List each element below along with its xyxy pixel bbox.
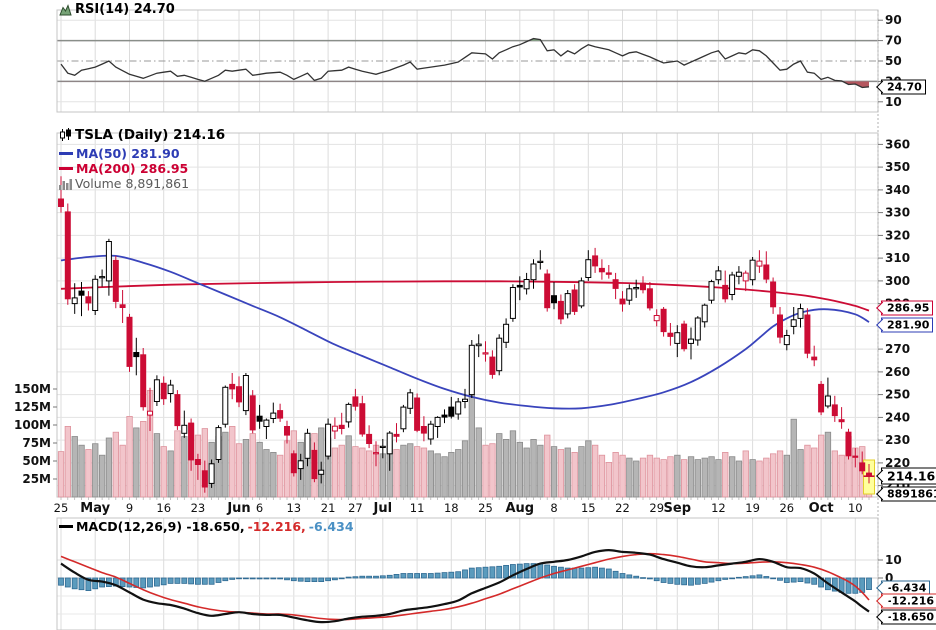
volume-label: Volume 8,891,861	[75, 176, 190, 191]
svg-text:9: 9	[126, 501, 133, 515]
last-price-tag: 214.16	[881, 467, 936, 485]
svg-text:23: 23	[191, 501, 206, 515]
svg-text:150M: 150M	[14, 382, 51, 396]
ma50-label: MA(50) 281.90	[76, 146, 180, 161]
ma50-value-tag: 281.90	[881, 317, 934, 333]
symbol-title: TSLA (Daily) 214.16	[75, 127, 226, 143]
svg-text:10: 10	[885, 553, 902, 567]
svg-text:15: 15	[581, 501, 596, 515]
rsi-value-tag: 24.70	[881, 79, 926, 95]
rsi-indicator-icon	[59, 4, 72, 16]
ma200-value-tag: 286.95	[881, 300, 934, 316]
svg-text:220: 220	[885, 456, 910, 470]
svg-text:10: 10	[885, 95, 902, 109]
svg-text:320: 320	[885, 228, 910, 242]
svg-text:Jun: Jun	[226, 501, 250, 516]
svg-text:270: 270	[885, 342, 910, 356]
svg-text:75M: 75M	[22, 436, 51, 450]
svg-text:6: 6	[256, 501, 263, 515]
macd-line-tag: -18.650	[881, 609, 936, 625]
macd-swatch	[59, 525, 73, 528]
macd-signal-label: -12.216,	[247, 519, 306, 534]
macd-hist-tag: -6.434	[881, 580, 931, 596]
svg-text:50M: 50M	[22, 454, 51, 468]
svg-text:125M: 125M	[14, 400, 51, 414]
svg-text:19: 19	[745, 501, 760, 515]
svg-text:Sep: Sep	[664, 501, 692, 516]
svg-text:Oct: Oct	[809, 501, 834, 516]
svg-text:25: 25	[54, 501, 69, 515]
svg-text:Jul: Jul	[373, 501, 393, 516]
ma200-legend: MA(200) 286.95	[59, 161, 188, 176]
svg-text:350: 350	[885, 160, 910, 174]
volume-legend: Volume 8,891,861	[59, 176, 189, 191]
svg-text:10: 10	[848, 501, 863, 515]
svg-text:300: 300	[885, 274, 910, 288]
svg-text:21: 21	[321, 501, 336, 515]
svg-text:240: 240	[885, 410, 910, 424]
macd-legend: MACD(12,26,9) -18.650, -12.216, -6.434	[59, 519, 354, 534]
macd-signal-tag: -12.216	[881, 593, 936, 609]
svg-text:260: 260	[885, 365, 910, 379]
ma50-swatch	[59, 152, 73, 155]
svg-text:50: 50	[885, 54, 902, 68]
svg-text:22: 22	[615, 501, 630, 515]
svg-text:25: 25	[478, 501, 493, 515]
svg-text:330: 330	[885, 206, 910, 220]
svg-text:70: 70	[885, 34, 902, 48]
svg-text:13: 13	[286, 501, 301, 515]
svg-text:90: 90	[885, 13, 902, 27]
ma200-label: MA(200) 286.95	[76, 161, 189, 176]
svg-text:230: 230	[885, 433, 910, 447]
volume-icon	[59, 178, 72, 190]
svg-text:340: 340	[885, 183, 910, 197]
svg-text:16: 16	[156, 501, 171, 515]
candlestick-icon	[60, 128, 71, 141]
symbol-legend: TSLA (Daily) 214.16	[59, 127, 225, 143]
volume-value-tag: 8891861	[881, 486, 936, 502]
ma50-legend: MA(50) 281.90	[59, 146, 180, 161]
rsi-legend-label: RSI(14) 24.70	[75, 2, 175, 17]
svg-text:25M: 25M	[22, 472, 51, 486]
svg-text:29: 29	[649, 501, 664, 515]
svg-text:8: 8	[550, 501, 557, 515]
svg-text:310: 310	[885, 251, 910, 265]
svg-text:100M: 100M	[14, 418, 51, 432]
svg-text:11: 11	[410, 501, 425, 515]
svg-text:18: 18	[444, 501, 459, 515]
macd-label: MACD(12,26,9) -18.650,	[76, 519, 245, 534]
svg-text:360: 360	[885, 137, 910, 151]
svg-text:26: 26	[779, 501, 794, 515]
svg-text:250: 250	[885, 388, 910, 402]
svg-text:12: 12	[711, 501, 726, 515]
svg-text:Aug: Aug	[505, 501, 534, 516]
ma200-swatch	[59, 167, 73, 170]
svg-text:0: 0	[885, 571, 893, 585]
svg-text:27: 27	[348, 501, 363, 515]
svg-text:May: May	[80, 501, 110, 516]
rsi-legend: RSI(14) 24.70	[59, 2, 175, 17]
macd-hist-label: -6.434	[308, 519, 354, 534]
